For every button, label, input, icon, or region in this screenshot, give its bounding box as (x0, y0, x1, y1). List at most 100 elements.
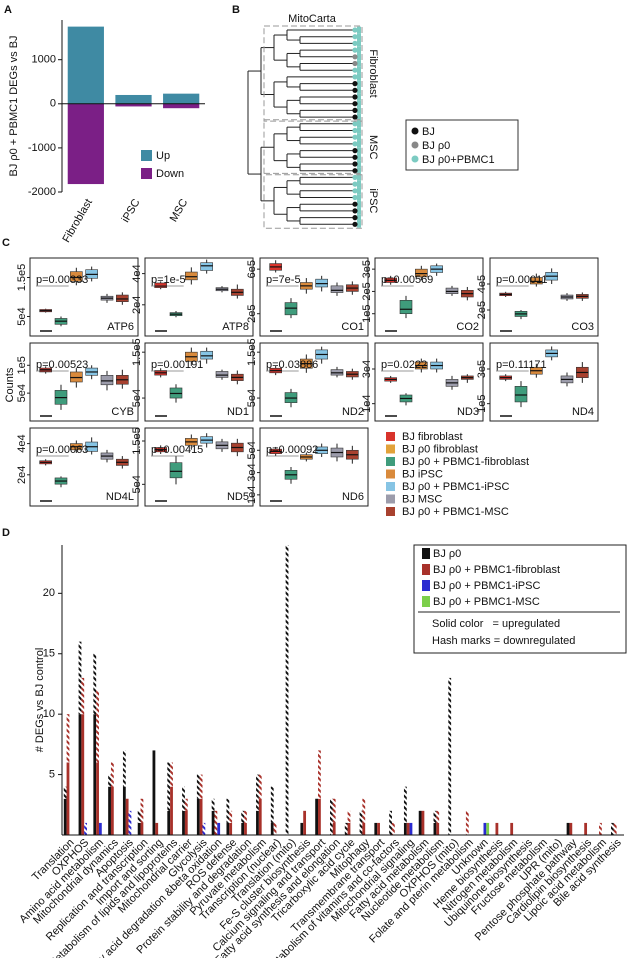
leaf-strip (357, 33, 361, 41)
bar-up (66, 762, 70, 835)
legend-swatch (386, 432, 395, 441)
box (514, 386, 528, 403)
panel-letter: A (4, 4, 12, 16)
y-tick-label: 5e4 (246, 389, 258, 407)
legend-label: BJ ρ0+PBMC1 (422, 154, 495, 166)
leaf-strip (357, 107, 361, 114)
bar-up (184, 810, 188, 835)
bar-down (599, 822, 602, 835)
leaf-strip (357, 153, 361, 161)
y-tick-label: 1e5 (476, 394, 488, 412)
y-axis-label: # DEGs vs BJ control (34, 648, 46, 753)
p-value: p=0.11171 (496, 359, 547, 371)
cluster-box (263, 172, 363, 229)
bar-down (66, 714, 70, 763)
bar-up (584, 822, 588, 835)
leaf-strip (357, 120, 361, 128)
legend-swatch (422, 596, 430, 607)
bar-down (84, 822, 87, 835)
y-tick-label: 1e4 (361, 394, 373, 412)
cluster-box (263, 119, 363, 176)
leaf-dot (352, 74, 358, 80)
bar-down (347, 810, 351, 823)
leaf-dot (352, 101, 358, 107)
p-value: p=0.00415 (151, 444, 203, 456)
bar-up (140, 822, 144, 835)
box (70, 271, 83, 282)
panel-frame (259, 257, 369, 337)
leaf-strip (357, 187, 361, 195)
bar-down (93, 653, 97, 715)
y-axis-label: BJ ρ0 + PBMC1 DEGs vs BJ (8, 35, 20, 176)
legend-label: BJ (422, 126, 435, 138)
p-value: p=1e-5 (151, 274, 186, 286)
y-tick-label: 1e5 (361, 305, 373, 323)
p-value: p=0.00063 (36, 444, 88, 456)
panel-frame (489, 342, 599, 422)
bar-down (270, 786, 274, 823)
y-tick-label: 5e4 (16, 307, 28, 325)
box (399, 300, 413, 315)
legend-box (405, 119, 519, 171)
bar-up (98, 822, 102, 835)
bar-up (486, 822, 490, 835)
bar-down (196, 774, 200, 799)
legend-swatch (141, 168, 152, 179)
legend-label: BJ iPSC (402, 468, 443, 480)
p-value: p=0.00011 (496, 274, 548, 286)
leaf-dot (352, 188, 358, 194)
leaf-strip (357, 93, 361, 101)
y-tick-label: 3e4 (361, 360, 373, 378)
bar-down (182, 786, 185, 811)
panel-title: ND3 (457, 406, 479, 418)
box (154, 282, 167, 288)
bar-up (217, 822, 221, 835)
bar-down (362, 798, 366, 823)
panel-title: CO3 (571, 321, 594, 333)
x-tick-label: iPSC (120, 197, 143, 225)
bar-up (377, 822, 380, 835)
legend-label: BJ MSC (402, 493, 442, 505)
legend-label: BJ fibroblast (402, 431, 463, 443)
legend-box (413, 544, 627, 654)
panel-letter: C (2, 237, 10, 249)
leaf-dot (352, 181, 358, 187)
bar-down (465, 810, 469, 835)
leaf-dot (352, 134, 358, 140)
bar-up (229, 822, 233, 835)
p-value: p=0.00092 (266, 444, 318, 456)
legend-swatch (386, 494, 395, 504)
bar-down (96, 690, 99, 763)
leaf-strip (357, 200, 361, 208)
y-tick-label: 2e5 (476, 301, 488, 319)
bar-down (78, 641, 82, 715)
bar-down (613, 822, 617, 835)
panel-frame (29, 427, 139, 507)
y-tick-label: 1.5e5 (131, 427, 143, 455)
leaf-strip (357, 53, 361, 61)
legend-label: BJ ρ0 + PBMC1-fibroblast (402, 456, 529, 468)
bar-up (199, 798, 203, 835)
legend-label: BJ ρ0 fibroblast (402, 443, 478, 455)
box (215, 371, 229, 378)
bar-down (244, 810, 247, 823)
bar-up (270, 822, 274, 835)
bar-down (122, 750, 126, 787)
leaf-strip (357, 214, 361, 221)
y-tick-label: 5e4 (131, 475, 143, 493)
legend-swatch (422, 580, 430, 591)
leaf-strip (357, 220, 361, 228)
y-tick-label: 10 (43, 708, 55, 720)
bar-up (300, 822, 304, 835)
y-tick-label: 1e4 (246, 486, 258, 504)
bar (115, 94, 152, 104)
y-tick-label: 5e4 (16, 384, 28, 402)
bar-down (170, 762, 173, 787)
leaf-dot (352, 154, 358, 160)
panel-title: CO1 (341, 321, 364, 333)
leaf-dot (352, 194, 358, 201)
bar-down (433, 810, 437, 823)
leaf-dot (352, 81, 358, 87)
y-tick-label: 0 (50, 98, 56, 110)
cluster-label: iPSC (367, 188, 379, 213)
